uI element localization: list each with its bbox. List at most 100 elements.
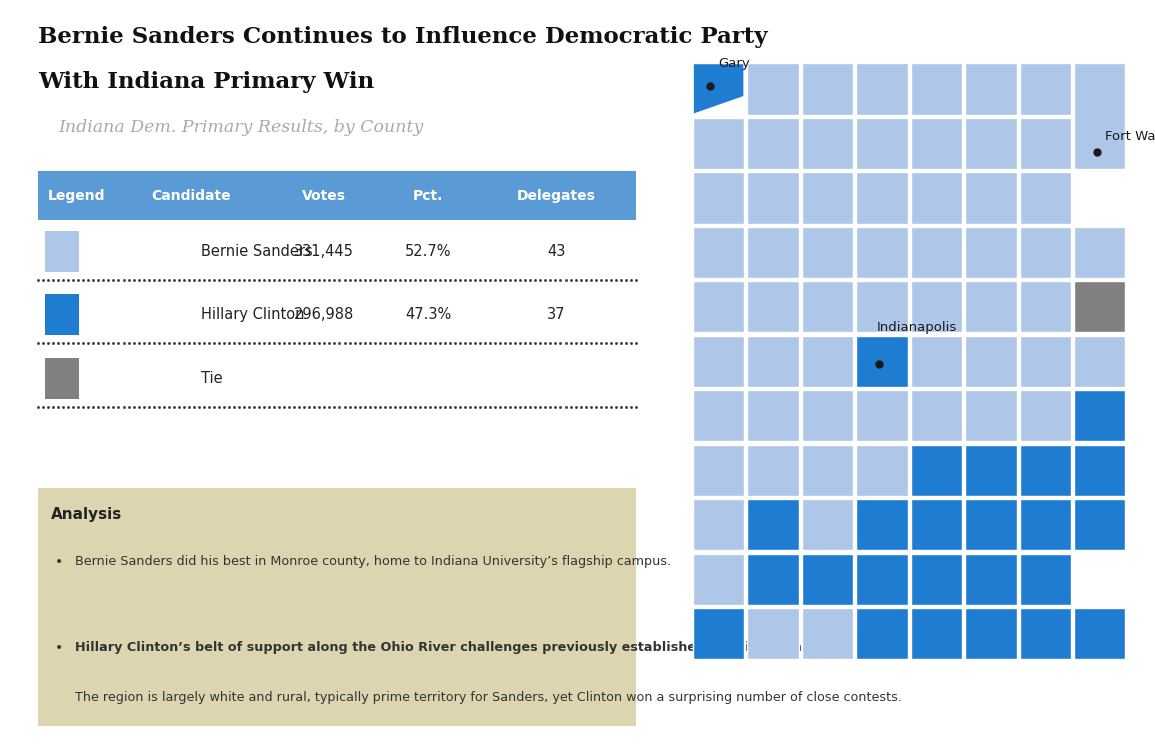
Bar [693,118,744,169]
Bar [1020,172,1071,224]
FancyBboxPatch shape [45,294,80,335]
Bar [966,336,1016,387]
Text: Pct.: Pct. [413,188,444,203]
Bar [693,226,744,278]
Bar [802,336,854,387]
Bar [966,499,1016,551]
Bar [911,336,962,387]
Bar [747,499,798,551]
Bar [747,608,798,659]
Bar [1074,282,1125,332]
Bar [1074,445,1125,496]
Bar [693,282,744,332]
Bar [1020,63,1071,115]
Bar [1020,282,1071,332]
Text: 47.3%: 47.3% [405,307,452,323]
Text: Bernie Sanders: Bernie Sanders [201,244,313,259]
Text: 296,988: 296,988 [293,307,353,323]
Bar [1074,608,1125,659]
Text: Hillary Clinton’s belt of support along the Ohio River challenges previously est: Hillary Clinton’s belt of support along … [75,641,824,653]
Text: Indiana Dem. Primary Results, by County: Indiana Dem. Primary Results, by County [58,119,424,136]
FancyBboxPatch shape [45,231,80,272]
Bar [693,608,744,659]
Bar [802,118,854,169]
Text: 37: 37 [546,307,566,323]
Bar [911,499,962,551]
Bar [966,608,1016,659]
Text: 43: 43 [547,244,565,259]
Bar [1074,390,1125,441]
Bar [911,172,962,224]
Bar [693,499,744,551]
Text: Legend: Legend [47,188,105,203]
Text: Gary: Gary [718,57,751,70]
Bar [1020,226,1071,278]
Bar [802,63,854,115]
Bar [1074,63,1125,169]
Bar [693,336,744,387]
Text: •: • [54,641,64,655]
Bar [911,282,962,332]
Text: The region is largely white and rural, typically prime territory for Sanders, ye: The region is largely white and rural, t… [75,691,902,704]
Bar [747,172,798,224]
Bar [802,499,854,551]
FancyBboxPatch shape [45,358,80,399]
Bar [911,608,962,659]
Bar [856,336,908,387]
Bar [693,554,744,605]
Text: 331,445: 331,445 [293,244,353,259]
Bar [802,390,854,441]
Bar [1020,118,1071,169]
Bar [1020,445,1071,496]
Bar [911,226,962,278]
Bar [1074,226,1125,278]
Bar [802,226,854,278]
Bar [747,390,798,441]
Bar [693,445,744,496]
FancyBboxPatch shape [38,171,635,220]
Bar [802,608,854,659]
Bar [856,499,908,551]
Bar [747,282,798,332]
Bar [856,63,908,115]
Bar [911,390,962,441]
Bar [856,282,908,332]
Bar [966,172,1016,224]
Text: Delegates: Delegates [516,188,596,203]
Bar [911,118,962,169]
Bar [1020,336,1071,387]
Bar [1074,336,1125,387]
Bar [966,226,1016,278]
Text: Fort Wayne: Fort Wayne [1105,130,1155,144]
Bar [747,554,798,605]
Bar [1020,554,1071,605]
Bar [856,390,908,441]
Bar [1020,390,1071,441]
Bar [747,336,798,387]
Bar [747,226,798,278]
Text: Bernie Sanders did his best in Monroe county, home to Indiana University’s flags: Bernie Sanders did his best in Monroe co… [75,555,671,568]
Text: Hillary Clinton: Hillary Clinton [201,307,304,323]
Text: 52.7%: 52.7% [405,244,452,259]
Text: With Indiana Primary Win: With Indiana Primary Win [38,71,374,93]
Bar [1020,499,1071,551]
Bar [802,445,854,496]
Bar [911,554,962,605]
Bar [856,226,908,278]
Text: Tie: Tie [201,370,223,386]
Bar [856,118,908,169]
Bar [966,63,1016,115]
Bar [911,445,962,496]
Bar [802,282,854,332]
Text: Indianapolis: Indianapolis [877,321,956,334]
Text: Votes: Votes [301,188,345,203]
Bar [856,608,908,659]
FancyBboxPatch shape [38,488,635,726]
Bar [1074,499,1125,551]
Text: •: • [54,555,64,569]
Bar [802,172,854,224]
Bar [966,554,1016,605]
Bar [966,282,1016,332]
Polygon shape [693,63,744,115]
Bar [802,554,854,605]
